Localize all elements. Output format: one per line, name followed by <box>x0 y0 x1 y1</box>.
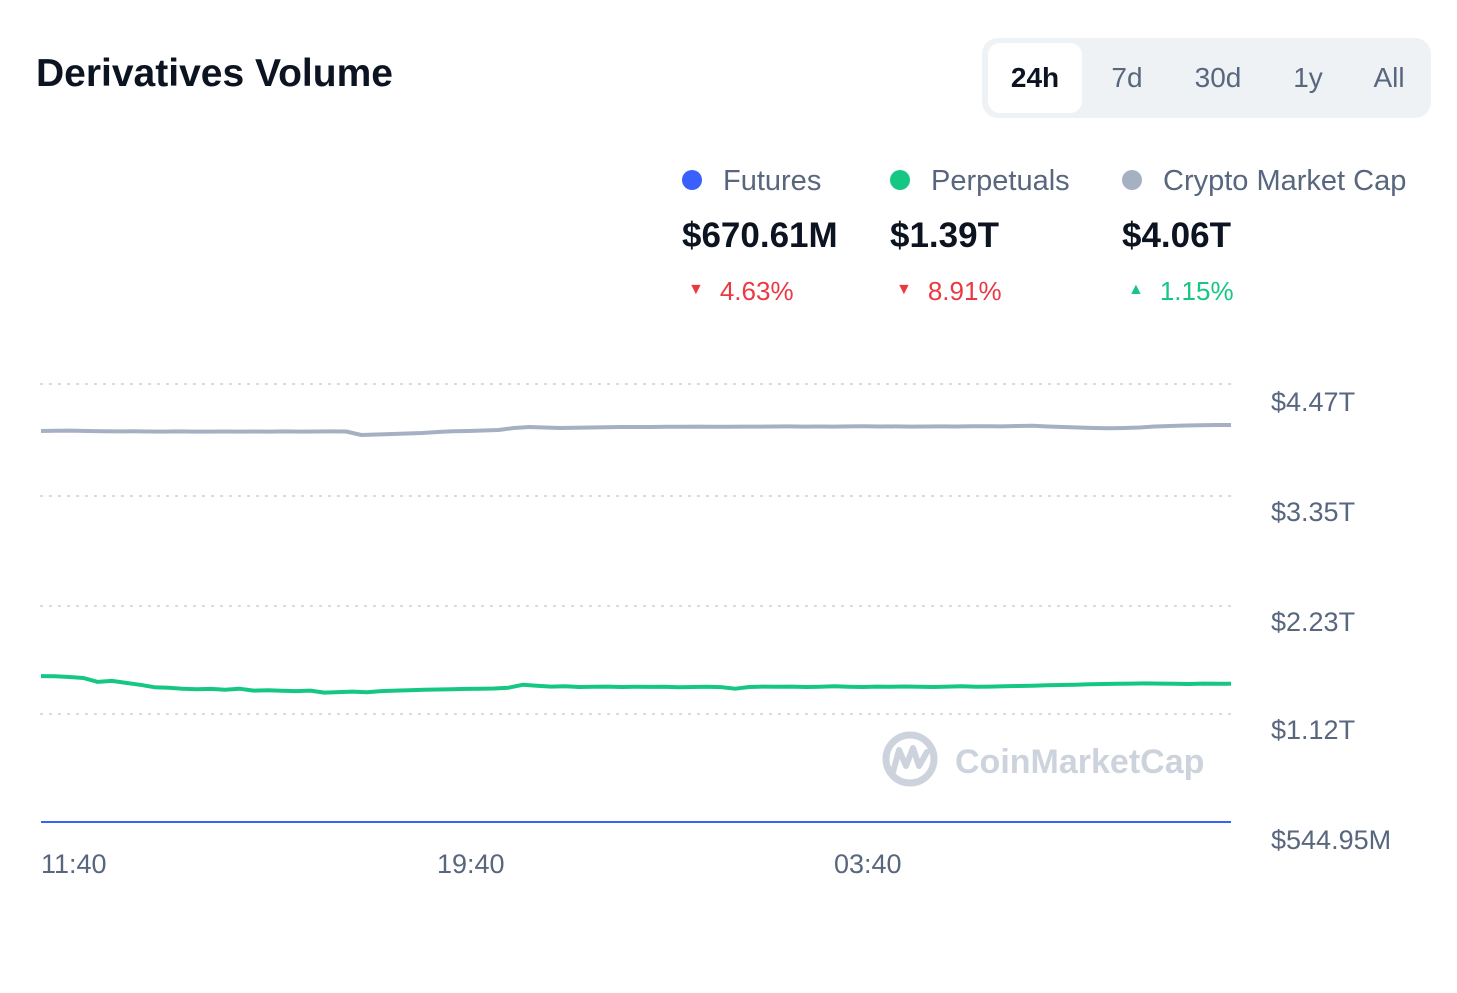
caret-down-icon: ▼ <box>688 281 704 299</box>
range-tab-1y[interactable]: 1y <box>1293 62 1323 93</box>
y-tick-label: $4.47T <box>1271 387 1355 417</box>
legend-value: $670.61M <box>682 216 838 255</box>
page-title: Derivatives Volume <box>36 52 393 95</box>
legend-toggle-market-cap[interactable]: Crypto Market Cap <box>1122 160 1406 202</box>
legend-change: ▼ 8.91% <box>896 276 1002 307</box>
x-tick-label: 03:40 <box>834 849 902 879</box>
futures-dot-icon <box>682 170 702 191</box>
x-tick-label: 11:40 <box>41 849 107 879</box>
y-tick-label: $2.23T <box>1271 607 1355 637</box>
x-axis: 11:40 19:40 03:40 <box>41 849 902 879</box>
x-tick-label: 19:40 <box>437 849 505 879</box>
range-tab-all[interactable]: All <box>1373 62 1405 93</box>
y-tick-label: $1.12T <box>1271 715 1355 745</box>
watermark: CoinMarketCap <box>882 731 1204 787</box>
gridlines <box>40 383 1232 715</box>
y-tick-label: $3.35T <box>1271 497 1355 527</box>
y-tick-label: $544.95M <box>1271 825 1391 855</box>
legend-change: ▲ 1.15% <box>1128 276 1234 307</box>
range-tab-30d[interactable]: 30d <box>1194 62 1242 93</box>
legend-label: Crypto Market Cap <box>1163 165 1407 197</box>
series-line-crypto-market-cap <box>40 423 1231 437</box>
legend-toggle-futures[interactable]: Futures <box>682 160 821 202</box>
coinmarketcap-logo-m <box>890 745 930 775</box>
legend-toggle-perpetuals[interactable]: Perpetuals <box>890 160 1070 202</box>
series-line-perpetuals <box>40 674 1231 695</box>
legend-value: $1.39T <box>890 216 999 255</box>
market-cap-dot-icon <box>1122 170 1142 191</box>
range-tab-7d[interactable]: 7d <box>1111 62 1143 93</box>
y-axis: $4.47T $3.35T $2.23T $1.12T $544.95M <box>1271 387 1391 855</box>
time-range-selector: 24h 7d 30d 1y All <box>982 38 1431 118</box>
range-tab-24h[interactable]: 24h <box>988 43 1082 113</box>
legend-label: Perpetuals <box>931 165 1070 197</box>
watermark-text: CoinMarketCap <box>955 743 1204 781</box>
legend-change-value: 4.63% <box>719 276 794 306</box>
legend-value: $4.06T <box>1122 216 1231 255</box>
legend-change-value: 8.91% <box>927 276 1002 306</box>
caret-up-icon: ▲ <box>1128 281 1144 299</box>
perpetuals-dot-icon <box>890 170 910 191</box>
legend-change-value: 1.15% <box>1159 276 1234 306</box>
series-lines <box>40 423 1231 823</box>
coinmarketcap-logo-icon <box>882 731 938 787</box>
legend-change: ▼ 4.63% <box>688 276 794 307</box>
legend-label: Futures <box>723 165 822 197</box>
caret-down-icon: ▼ <box>896 281 912 299</box>
